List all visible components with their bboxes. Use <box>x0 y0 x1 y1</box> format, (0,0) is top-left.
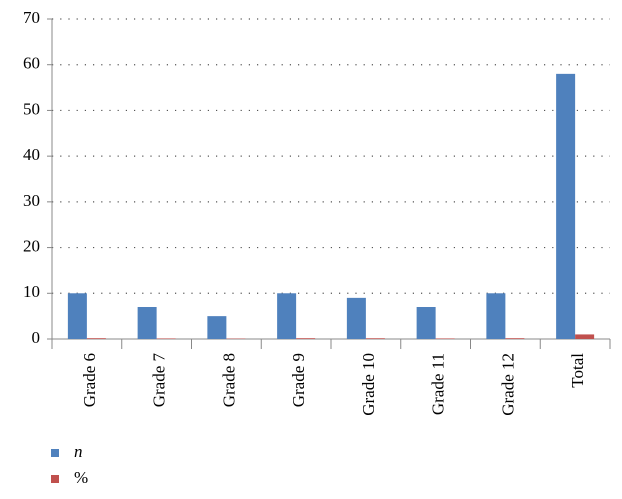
bar <box>296 338 316 339</box>
x-tick-label: Total <box>568 353 587 388</box>
bar <box>505 338 525 339</box>
legend-swatch <box>51 475 59 483</box>
bar <box>365 338 385 339</box>
x-tick-label: Grade 7 <box>150 353 169 408</box>
bar <box>156 338 176 339</box>
bar <box>86 338 106 339</box>
bar <box>556 73 576 339</box>
x-tick-label: Grade 11 <box>429 353 448 415</box>
y-tick-label: 70 <box>23 8 40 27</box>
bar <box>575 334 595 339</box>
x-tick-label: Grade 8 <box>219 353 238 407</box>
x-tick-label: Grade 10 <box>359 353 378 416</box>
bar <box>435 338 455 339</box>
x-tick-label: Grade 12 <box>498 353 517 416</box>
bar <box>277 293 297 339</box>
bar <box>67 293 87 339</box>
y-tick-label: 0 <box>32 328 41 347</box>
bar <box>416 307 436 339</box>
x-tick-label: Grade 6 <box>80 353 99 407</box>
legend-label: % <box>74 468 88 487</box>
bar <box>137 307 157 339</box>
bar <box>207 316 227 339</box>
y-tick-label: 40 <box>23 145 40 164</box>
y-tick-label: 20 <box>23 236 40 255</box>
y-tick-label: 50 <box>23 99 40 118</box>
y-tick-label: 10 <box>23 282 40 301</box>
x-tick-label: Grade 9 <box>289 353 308 407</box>
y-tick-label: 30 <box>23 191 40 210</box>
bar <box>346 297 366 339</box>
legend-swatch <box>51 449 59 457</box>
bar <box>486 293 506 339</box>
legend-label: n <box>74 442 83 461</box>
y-tick-label: 60 <box>23 54 40 73</box>
